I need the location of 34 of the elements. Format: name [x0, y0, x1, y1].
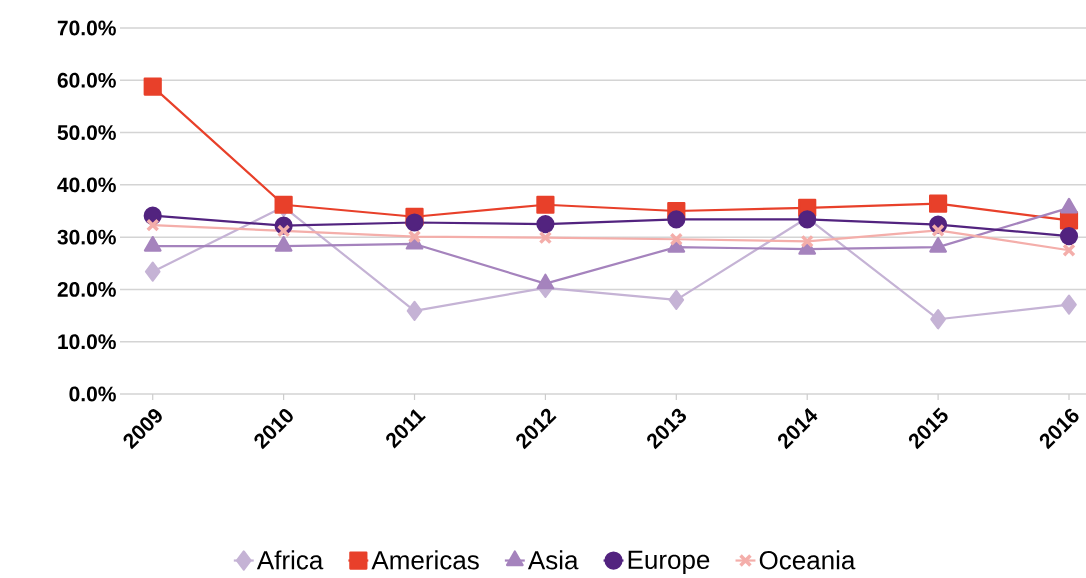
legend-label: Europe	[628, 550, 710, 575]
y-tick-label: 70.0%	[57, 20, 116, 36]
point	[669, 232, 684, 246]
legend-label: Americas	[371, 550, 479, 570]
y-tick-label: 60.0%	[57, 72, 116, 88]
legend-label: Oceania	[759, 550, 856, 570]
y-tick-label: 40.0%	[57, 177, 116, 193]
point	[931, 223, 945, 238]
point	[668, 289, 685, 310]
point	[536, 214, 555, 234]
point	[405, 213, 424, 232]
point	[276, 224, 291, 238]
point	[929, 194, 948, 213]
point	[407, 229, 422, 244]
point	[406, 300, 423, 321]
point	[536, 273, 555, 290]
point	[800, 234, 814, 249]
y-tick-label: 0.0%	[69, 386, 116, 402]
y-tick-label: 50.0%	[57, 125, 116, 141]
point	[144, 261, 161, 282]
point	[146, 218, 160, 232]
point	[930, 309, 946, 330]
point	[536, 195, 555, 214]
point	[667, 210, 686, 229]
y-tick-label: 30.0%	[57, 229, 116, 245]
point	[1062, 243, 1076, 257]
point	[143, 77, 162, 96]
legend-label: Asia	[527, 550, 579, 570]
point	[1061, 294, 1077, 315]
point	[1059, 227, 1079, 246]
y-tick-label: 20.0%	[57, 281, 116, 297]
y-tick-label: 10.0%	[58, 334, 116, 350]
point	[538, 230, 553, 245]
legend-label: Africa	[256, 550, 324, 570]
